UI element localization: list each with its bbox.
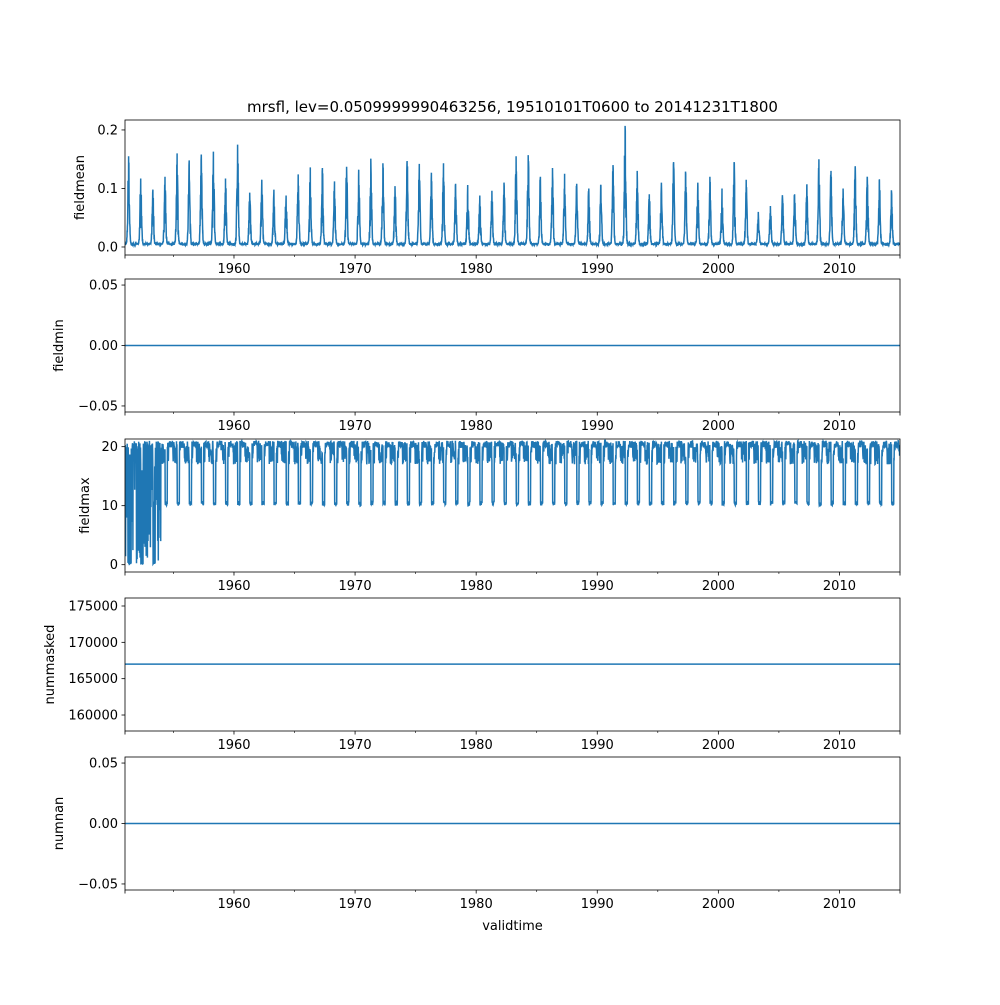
y-tick-label: 20: [101, 440, 118, 455]
x-tick-label: 1990: [581, 262, 614, 277]
y-tick-label: 175000: [68, 599, 118, 614]
series-line-fieldmax: [125, 439, 900, 567]
y-tick-label: 0.2: [97, 123, 118, 138]
y-tick-label: −0.05: [78, 877, 118, 892]
x-tick-label: 1960: [217, 419, 250, 434]
x-tick-label: 1980: [460, 738, 493, 753]
series-line-fieldmean: [125, 125, 900, 249]
y-tick-label: 0.1: [97, 182, 118, 197]
x-tick-label: 1990: [581, 419, 614, 434]
x-tick-label: 1970: [339, 262, 372, 277]
x-tick-label: 1980: [460, 897, 493, 912]
x-tick-label: 2000: [702, 897, 735, 912]
subplot-fieldmin: −0.05 0.00 0.05 1960 1970 1980 1990 2000 2010 fie…: [52, 279, 901, 434]
x-tick-label: 1990: [581, 738, 614, 753]
x-tick-label: 1990: [581, 579, 614, 594]
axes-frame: [124, 119, 901, 256]
y-axis-label: fieldmax: [78, 477, 93, 534]
x-tick-label: 1980: [460, 262, 493, 277]
x-tick-label: 2010: [823, 262, 856, 277]
y-tick-label: 10: [101, 499, 118, 514]
x-tick-label: 2010: [823, 897, 856, 912]
y-axis-label: fieldmean: [73, 155, 88, 220]
y-tick-label: 0.00: [89, 339, 118, 354]
axes-frame: [124, 597, 901, 732]
y-axis-label: fieldmin: [52, 319, 67, 372]
y-tick-label: −0.05: [78, 399, 118, 414]
x-tick-label: 1960: [217, 579, 250, 594]
x-tick-label: 1970: [339, 579, 372, 594]
x-tick-label: 1980: [460, 419, 493, 434]
x-tick-label: 2000: [702, 579, 735, 594]
x-tick-label: 1960: [217, 897, 250, 912]
x-tick-label: 1960: [217, 262, 250, 277]
y-axis-label: nummasked: [43, 625, 58, 705]
x-tick-label: 2010: [823, 419, 856, 434]
subplot-fieldmean: 0.0 0.1 0.2 1960 1970 1980 1990 2000 2010 fieldme…: [73, 98, 901, 277]
x-tick-label: 1990: [581, 897, 614, 912]
y-axis-label: numnan: [52, 797, 67, 851]
x-tick-label: 1970: [339, 897, 372, 912]
x-tick-label: 2010: [823, 738, 856, 753]
subplot-numnan: −0.05 0.00 0.05 1960 1970 1980 1990 2000 2010 num…: [52, 757, 901, 934]
y-tick-label: 0.05: [89, 757, 118, 772]
x-tick-label: 2000: [702, 262, 735, 277]
y-tick-label: 0: [110, 558, 118, 573]
chart-title: mrsfl, lev=0.0509999990463256, 19510101T…: [247, 98, 778, 116]
x-tick-label: 1970: [339, 738, 372, 753]
y-tick-label: 170000: [68, 636, 118, 651]
x-axis-label: validtime: [482, 919, 543, 934]
y-tick-label: 0.0: [97, 240, 118, 255]
y-tick-label: 165000: [68, 672, 118, 687]
x-tick-label: 1970: [339, 419, 372, 434]
y-tick-label: 160000: [68, 709, 118, 724]
x-tick-label: 2010: [823, 579, 856, 594]
x-tick-label: 2000: [702, 738, 735, 753]
y-tick-label: 0.05: [89, 279, 118, 294]
x-tick-label: 2000: [702, 419, 735, 434]
x-tick-label: 1960: [217, 738, 250, 753]
y-tick-label: 0.00: [89, 817, 118, 832]
subplot-nummasked: 160000 165000 170000 175000 1960 1970 1980 1990…: [43, 597, 901, 753]
x-tick-label: 1980: [460, 579, 493, 594]
subplot-fieldmax: 0 10 20 1960 1970 1980 1990 2000 2010 fieldmax: [78, 438, 901, 594]
